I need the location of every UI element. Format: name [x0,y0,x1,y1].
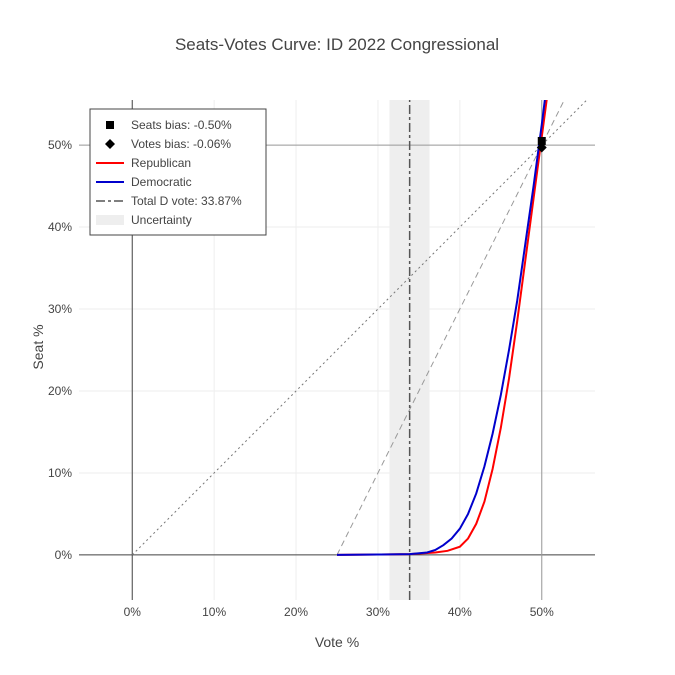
democratic-curve [336,100,546,556]
y-axis-title: Seat % [30,324,46,369]
legend-label: Total D vote: 33.87% [131,194,242,208]
x-tick-label: 30% [366,605,390,619]
proportional-diagonal-line [131,100,588,556]
legend-diamond-symbol [105,139,115,149]
tick-labels: 0% 10% 20% 30% 40% 50% 0% 10% 20% 30% 40% 50% [48,138,554,619]
legend-label: Republican [131,156,191,170]
republican-curve [336,100,548,556]
chart-title: Seats-Votes Curve: ID 2022 Congressional [175,35,499,54]
legend: Seats bias: -0.50% Votes bias: -0.06% Repu… [89,108,267,236]
legend-label: Votes bias: -0.06% [131,137,231,151]
seats-bias-marker [537,136,546,145]
legend-label: Uncertainty [131,213,192,227]
legend-band-symbol [96,215,124,225]
y-tick-label: 40% [48,220,72,234]
x-tick-label: 10% [202,605,226,619]
legend-square-symbol [106,121,114,129]
votes-bias-marker [536,142,547,153]
plot-area [79,100,595,600]
y-tick-label: 10% [48,466,72,480]
x-axis-title: Vote % [315,634,359,650]
x-tick-label: 50% [530,605,554,619]
y-tick-label: 30% [48,302,72,316]
x-tick-label: 40% [448,605,472,619]
dashed-reference-line [336,100,565,556]
y-tick-label: 50% [48,138,72,152]
x-tick-label: 20% [284,605,308,619]
x-tick-label: 0% [124,605,142,619]
y-tick-label: 0% [55,548,73,562]
legend-label: Seats bias: -0.50% [131,118,232,132]
legend-label: Democratic [131,175,192,189]
y-tick-label: 20% [48,384,72,398]
legend-box [89,108,267,236]
